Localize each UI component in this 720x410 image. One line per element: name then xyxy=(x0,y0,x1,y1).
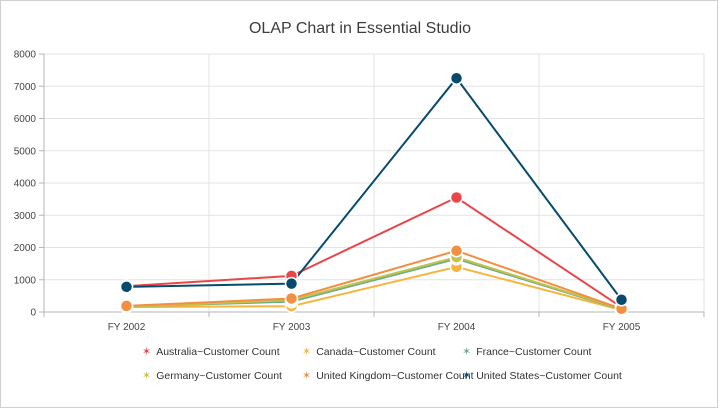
y-tick-label: 3000 xyxy=(14,211,37,222)
legend-marker-icon: ✶ xyxy=(302,369,312,382)
x-tick-label: FY 2002 xyxy=(108,322,146,333)
data-point[interactable] xyxy=(284,291,299,306)
legend-marker-icon: ✶ xyxy=(462,345,472,358)
y-tick-label: 8000 xyxy=(14,50,37,61)
axes xyxy=(39,53,705,317)
legend-item[interactable]: ✶ France~Customer Count xyxy=(462,346,591,358)
y-tick-label: 0 xyxy=(30,308,36,319)
chart-title: OLAP Chart in Essential Studio xyxy=(248,20,472,37)
y-tick-label: 1000 xyxy=(14,275,37,286)
legend-item[interactable]: ✶ United Kingdom~Customer Count xyxy=(302,370,474,382)
series-line xyxy=(126,249,622,310)
grid-lines xyxy=(44,53,705,312)
data-point[interactable] xyxy=(614,292,629,307)
legend-marker-icon: ✶ xyxy=(142,369,152,382)
x-tick-label: FY 2004 xyxy=(438,322,476,333)
x-tick-label: FY 2005 xyxy=(603,322,641,333)
legend-item[interactable]: ✶ Canada~Customer Count xyxy=(302,346,436,358)
data-point[interactable] xyxy=(119,280,134,294)
legend-label: United States~Customer Count xyxy=(476,370,622,382)
data-point[interactable] xyxy=(119,299,134,313)
legend-item[interactable]: ✶ Germany~Customer Count xyxy=(142,370,282,382)
series-lines xyxy=(126,76,623,312)
legend-item[interactable]: ✶ Australia~Customer Count xyxy=(142,346,280,358)
y-tick-label: 4000 xyxy=(14,179,37,190)
series-line xyxy=(126,256,622,311)
legend-marker-icon: ✶ xyxy=(462,369,472,382)
y-tick-label: 6000 xyxy=(14,114,37,125)
series-line xyxy=(126,265,622,312)
legend-label: France~Customer Count xyxy=(476,346,592,358)
data-point[interactable] xyxy=(449,243,464,258)
legend-label: Canada~Customer Count xyxy=(316,346,436,358)
legend-marker-icon: ✶ xyxy=(142,345,152,358)
data-point[interactable] xyxy=(284,276,299,291)
y-axis-tick-labels: 0 1000 2000 3000 4000 5000 6000 7000 8000 xyxy=(14,50,37,319)
legend-label: United Kingdom~Customer Count xyxy=(316,370,474,382)
series-line xyxy=(126,76,623,301)
legend-label: Germany~Customer Count xyxy=(156,370,282,382)
legend-item[interactable]: ✶ United States~Customer Count xyxy=(462,370,622,382)
x-tick-label: FY 2003 xyxy=(273,322,311,333)
y-tick-label: 5000 xyxy=(14,146,37,157)
data-point[interactable] xyxy=(449,71,464,85)
series-markers xyxy=(119,71,629,317)
y-tick-label: 2000 xyxy=(14,243,37,254)
series-line xyxy=(126,196,623,308)
legend-marker-icon: ✶ xyxy=(302,345,312,358)
legend-label: Australia~Customer Count xyxy=(156,346,280,358)
y-tick-label: 7000 xyxy=(14,82,37,93)
x-axis-tick-labels: FY 2002 FY 2003 FY 2004 FY 2005 xyxy=(108,322,641,333)
data-point[interactable] xyxy=(449,190,464,205)
